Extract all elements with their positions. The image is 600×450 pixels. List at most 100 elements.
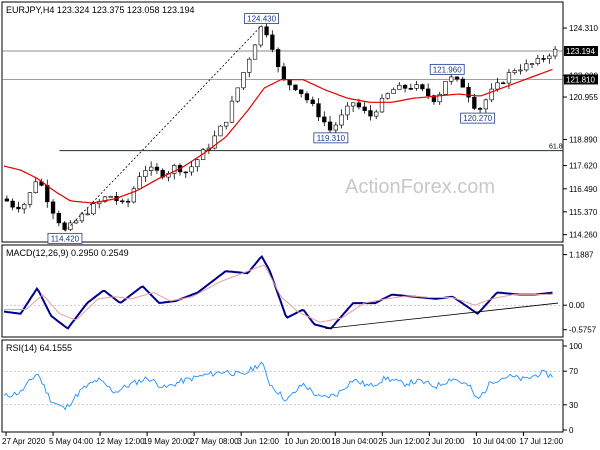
candle-body (547, 55, 552, 60)
candle-body (108, 195, 113, 198)
candle-body (524, 63, 529, 71)
watermark: ActionForex.com (345, 176, 495, 198)
candle-body (172, 165, 177, 174)
candle-body (241, 72, 246, 89)
candle-body (68, 222, 73, 230)
macd-panel: MACD(12,26,9) 0.2950 0.2549 1.1887 0.00 -0… (1, 244, 597, 338)
rsi-y-tick-label: 70 (569, 367, 578, 376)
time-tick-label: 17 Jul 12:00 (519, 437, 563, 446)
rsi-y-tick-label: 30 (569, 401, 578, 410)
candle-body (33, 181, 38, 193)
candle-body (50, 201, 56, 214)
macd-line (3, 255, 553, 330)
price-label-box (47, 232, 83, 244)
candle-body (137, 176, 142, 190)
current-price-flag-box (564, 46, 598, 57)
candle-body (518, 69, 523, 72)
candle-body (22, 204, 27, 210)
swing-trend-line (64, 25, 262, 232)
candle-body (56, 212, 61, 224)
candle-body (316, 103, 321, 118)
candle-body (443, 81, 448, 95)
candle-body (62, 222, 67, 230)
price-label: 120.270 (463, 114, 492, 123)
candle-body (275, 49, 281, 68)
candle-body (529, 63, 535, 65)
candle-body (252, 44, 258, 60)
candle-body (472, 96, 477, 109)
candle-body (345, 105, 350, 116)
time-tick-label: 3 Jun 12:00 (237, 437, 279, 446)
rsi-y-axis: 100 70 30 0 (563, 342, 583, 435)
candle-body (350, 102, 356, 107)
price-y-tick-label: 118.890 (569, 135, 598, 144)
candle-body (379, 97, 385, 113)
candle-body (73, 220, 79, 224)
candle-body (327, 121, 333, 131)
price-y-tick-label: 115.370 (569, 208, 598, 217)
time-tick-label: 12 May 12:00 (96, 437, 145, 446)
candle-body (552, 48, 558, 57)
candle-body (483, 99, 489, 110)
price-label-box (244, 13, 280, 25)
candle-body (466, 86, 471, 98)
candle-body (414, 84, 419, 89)
candle-body (218, 125, 223, 137)
rsi-panel-frame (1, 339, 564, 433)
candle-body (506, 72, 512, 84)
price-label: 121.960 (433, 65, 462, 74)
time-tick-label: 19 May 20:00 (143, 437, 192, 446)
candle-body (339, 114, 344, 126)
price-annotations: 124.430 121.960 120.270 119.310 114.420 (47, 13, 496, 244)
price-y-tick-label: 117.620 (569, 162, 598, 171)
candle-body (125, 200, 131, 203)
candle-body (512, 70, 517, 73)
candle-body (402, 84, 408, 89)
candle-body (454, 76, 460, 80)
candle-body (385, 93, 390, 99)
current-price-flag: 123.194 (566, 47, 595, 56)
candle-body (368, 110, 373, 117)
time-tick-label: 27 May 08:00 (190, 437, 239, 446)
candle-body (85, 213, 90, 216)
time-tick-label: 5 May 04:00 (49, 437, 94, 446)
candle-body (149, 166, 154, 171)
time-tick-label: 25 Jun 12:00 (378, 437, 425, 446)
candle-body (183, 171, 188, 174)
time-tick-label: 10 Jul 04:00 (472, 437, 516, 446)
candle-body (131, 188, 136, 203)
price-y-tick-label: 120.955 (569, 93, 598, 102)
candle-body (27, 192, 33, 205)
macd-y-tick-label: 1.1887 (569, 251, 594, 260)
candle-body (431, 95, 437, 103)
candle-body (287, 79, 292, 86)
candle-body (501, 82, 506, 85)
candle-body (374, 111, 379, 117)
candle-body (212, 135, 217, 149)
candle-body (258, 26, 263, 46)
candle-body (79, 213, 85, 222)
candle-body (16, 206, 21, 210)
macd-panel-title: MACD(12,26,9) 0.2950 0.2549 (6, 248, 129, 258)
candle-body (91, 203, 96, 215)
price-label-box (460, 112, 496, 124)
candle-body (391, 89, 396, 94)
fib-label: 61.8 (549, 144, 563, 151)
candle-body (322, 116, 327, 123)
candle-body (4, 198, 10, 202)
candle-body (460, 78, 465, 88)
price-y-tick-label: 116.490 (569, 185, 598, 194)
price-label: 114.420 (51, 234, 80, 243)
candle-body (293, 84, 298, 91)
candle-body (420, 84, 425, 90)
macd-y-tick-label: -0.5757 (569, 326, 597, 335)
candle-body (408, 87, 413, 90)
macd-y-axis: 1.1887 0.00 -0.5757 (563, 251, 597, 335)
macd-y-tick-label: 0.00 (569, 301, 585, 310)
signal-line (4, 264, 553, 323)
candle-body (264, 26, 269, 36)
rsi-panel-title: RSI(14) 64.1555 (6, 343, 72, 353)
macd-panel-frame (1, 244, 564, 338)
